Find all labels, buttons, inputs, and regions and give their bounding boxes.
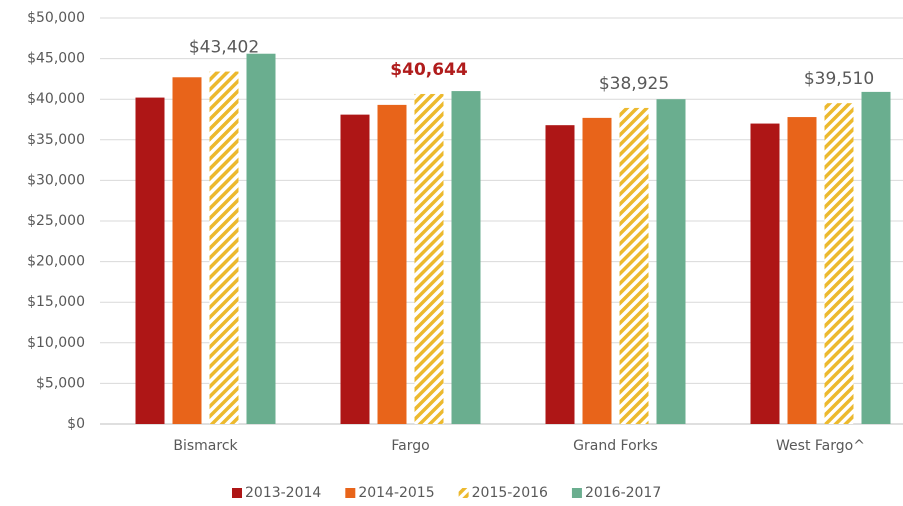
- bar: [209, 71, 239, 425]
- y-tick-label: $45,000: [27, 51, 85, 67]
- y-tick-label: $20,000: [27, 254, 85, 270]
- legend-marker: [232, 488, 242, 498]
- data-label: $38,925: [599, 74, 669, 94]
- y-tick-label: $5,000: [36, 375, 85, 391]
- bar: [451, 91, 481, 424]
- data-label: $39,510: [804, 69, 874, 89]
- bar: [619, 107, 649, 424]
- y-tick-label: $10,000: [27, 335, 85, 351]
- y-tick-label: $35,000: [27, 132, 85, 148]
- x-tick-label: Grand Forks: [573, 438, 658, 454]
- bar: [861, 91, 891, 424]
- bar: [750, 123, 780, 424]
- bar: [246, 53, 276, 425]
- bar: [340, 114, 370, 425]
- data-label: $43,402: [189, 38, 259, 58]
- y-tick-label: $15,000: [27, 294, 85, 310]
- bar: [377, 104, 407, 424]
- bar: [135, 97, 165, 425]
- x-tick-label: West Fargo^: [776, 438, 865, 454]
- x-tick-label: Fargo: [391, 438, 429, 454]
- y-tick-label: $25,000: [27, 213, 85, 229]
- legend-label: 2014-2015: [358, 485, 434, 501]
- bar: [414, 93, 444, 425]
- bar: [545, 125, 575, 425]
- bar: [787, 117, 817, 425]
- legend-label: 2013-2014: [245, 485, 321, 501]
- y-tick-label: $40,000: [27, 91, 85, 107]
- legend-marker: [345, 488, 356, 498]
- data-label: $40,644: [390, 60, 468, 80]
- y-tick-label: $50,000: [27, 10, 85, 26]
- bar: [656, 99, 686, 424]
- legend-label: 2015-2016: [472, 485, 548, 501]
- legend-label: 2016-2017: [585, 485, 661, 501]
- bar: [582, 117, 612, 424]
- x-tick-label: Bismarck: [173, 438, 238, 454]
- legend-marker: [458, 488, 469, 498]
- y-tick-label: $30,000: [27, 172, 85, 188]
- legend-marker: [571, 488, 582, 498]
- bar: [172, 77, 202, 424]
- y-tick-label: $0: [67, 416, 85, 432]
- bar: [824, 103, 854, 424]
